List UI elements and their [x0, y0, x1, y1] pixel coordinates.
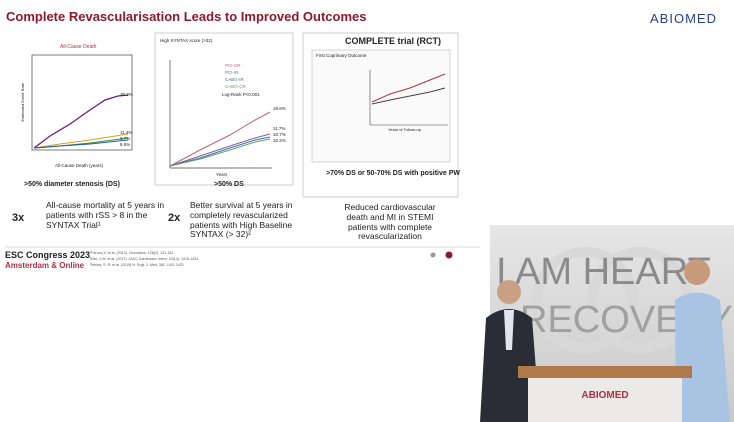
legend-item: CABG-IR: [225, 77, 244, 82]
panel-text: Better survival at 5 years in completely…: [190, 200, 293, 240]
podium-body: [528, 378, 682, 422]
reference: ¹Farooq V, et al. (2013). Circulation, 1…: [90, 251, 174, 255]
end-label: 11.4%: [120, 130, 133, 135]
curve: [33, 133, 129, 149]
podium-top: [518, 366, 692, 378]
curve: [169, 136, 271, 167]
curve: [33, 94, 129, 149]
curve: [371, 73, 446, 103]
curve: [371, 87, 446, 105]
caption: >50% DS: [214, 181, 244, 188]
panel-heading: COMPLETE trial (RCT): [345, 36, 441, 46]
chart-box: [311, 49, 451, 163]
chart-title: First Coprimary Outcome: [316, 53, 367, 58]
speaker-head: [684, 259, 710, 285]
curve: [169, 138, 271, 167]
reference: ²Kim, J.W. et al. (2017). JACC Cardiovas…: [90, 257, 199, 261]
backdrop-text: I AM HEART: [496, 251, 711, 293]
event-location: Amsterdam & Online: [5, 261, 85, 270]
panel-text: All-cause mortality at 5 years in patien…: [46, 200, 165, 230]
end-label: 11.7%: [273, 126, 286, 131]
chart-title: High SYNTAX score (>32): [160, 38, 213, 43]
x-label: All-Cause Death (years): [55, 163, 104, 168]
backdrop-ring: [532, 247, 638, 353]
event-name: ESC Congress 2023: [5, 250, 91, 260]
nav-dot: [445, 251, 453, 259]
podium-logo: ABIOMED: [581, 390, 628, 401]
speaker-head: [497, 280, 521, 304]
end-label: 8.5%: [120, 142, 131, 147]
factor: 2x: [168, 212, 181, 224]
speaker-shirt: [675, 292, 730, 422]
x-label: Years: [216, 172, 228, 177]
caption: >50% diameter stenosis (DS): [24, 181, 120, 188]
curve: [33, 139, 129, 149]
speaker-suit: [480, 309, 540, 422]
p-value: Log-Rank P<0.001: [222, 92, 260, 97]
chart-title: All-Cause Death: [60, 44, 97, 50]
nav-dot: [430, 252, 436, 258]
slide-title: Complete Revascularisation Leads to Impr…: [6, 9, 367, 24]
end-label: 8.7%: [120, 136, 131, 141]
factor: 3x: [12, 212, 25, 224]
end-label: 19.6%: [273, 106, 286, 111]
end-label: 10.7%: [273, 132, 286, 137]
legend-item: PCI-IR: [225, 70, 239, 75]
y-label: Estimated Event Rate: [20, 82, 26, 122]
end-label: 35.3%: [120, 92, 133, 97]
panel-text: Reduced cardiovascular death and MI in S…: [344, 202, 436, 242]
chart-box: [31, 54, 133, 151]
end-label: 10.2%: [273, 138, 286, 143]
curve: [169, 111, 271, 167]
caption: >70% DS or 50-70% DS with positive PW: [326, 170, 461, 177]
legend-item: CABG-CR: [225, 84, 246, 89]
logo: ABIOMED: [650, 11, 717, 26]
panel-frame: [154, 32, 294, 186]
legend-item: PCI-CR: [225, 63, 241, 68]
curve: [169, 133, 271, 167]
speaker-shirt: [504, 310, 514, 350]
reference: ³Mehta, S. R. et al. (2019) N. Engl. J. …: [90, 263, 184, 267]
x-label: Years of Follow-up: [388, 127, 421, 132]
